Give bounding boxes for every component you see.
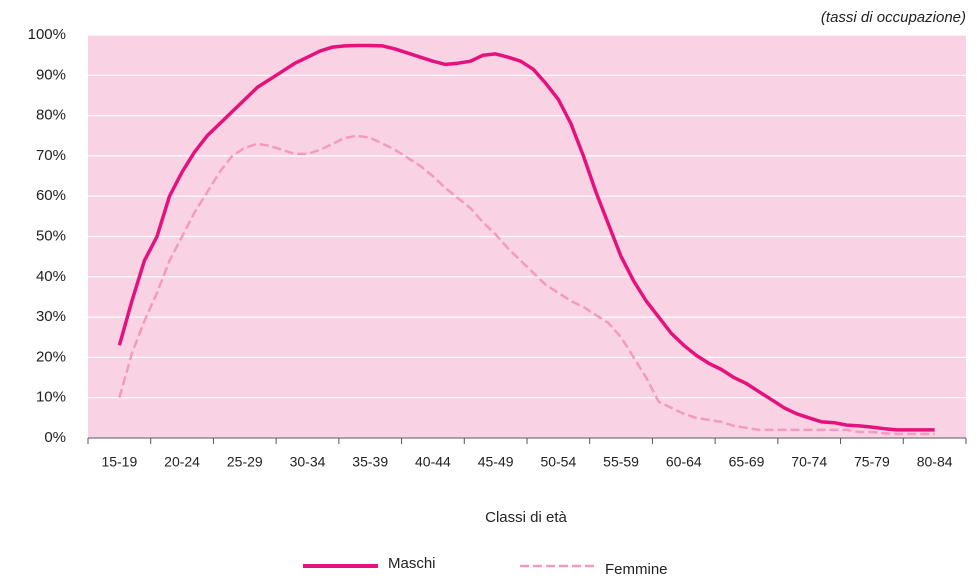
- x-tick-label: 80-84: [917, 454, 953, 470]
- x-tick-label: 20-24: [164, 454, 200, 470]
- y-tick-label: 30%: [36, 308, 66, 325]
- y-tick-label: 90%: [36, 66, 66, 83]
- x-tick-label: 45-49: [478, 454, 514, 470]
- y-tick-label: 100%: [28, 26, 66, 43]
- y-tick-label: 70%: [36, 147, 66, 164]
- x-tick-label: 60-64: [666, 454, 702, 470]
- x-tick-label: 30-34: [290, 454, 326, 470]
- y-tick-label: 50%: [36, 227, 66, 244]
- line-series: [117, 43, 935, 432]
- x-tick-label: 25-29: [227, 454, 263, 470]
- y-tick-label: 20%: [36, 348, 66, 365]
- y-tick-label: 0%: [44, 429, 66, 446]
- x-tick-label: 40-44: [415, 454, 451, 470]
- legend-label: Maschi: [388, 555, 436, 572]
- line-series: [118, 134, 935, 436]
- x-axis-label: Classi di età: [485, 509, 567, 526]
- annotation: (tassi di occupazione): [821, 9, 966, 26]
- x-tick-label: 75-79: [854, 454, 890, 470]
- x-tick-label: 15-19: [101, 454, 137, 470]
- y-tick-label: 40%: [36, 268, 66, 285]
- x-tick-label: 70-74: [791, 454, 827, 470]
- x-tick-label: 65-69: [729, 454, 765, 470]
- y-tick-label: 10%: [36, 389, 66, 406]
- y-tick-label: 80%: [36, 107, 66, 124]
- y-tick-label: 60%: [36, 187, 66, 204]
- legend-label: Femmine: [605, 561, 668, 578]
- x-tick-label: 55-59: [603, 454, 639, 470]
- x-tick-label: 50-54: [540, 454, 576, 470]
- x-tick-label: 35-39: [352, 454, 388, 470]
